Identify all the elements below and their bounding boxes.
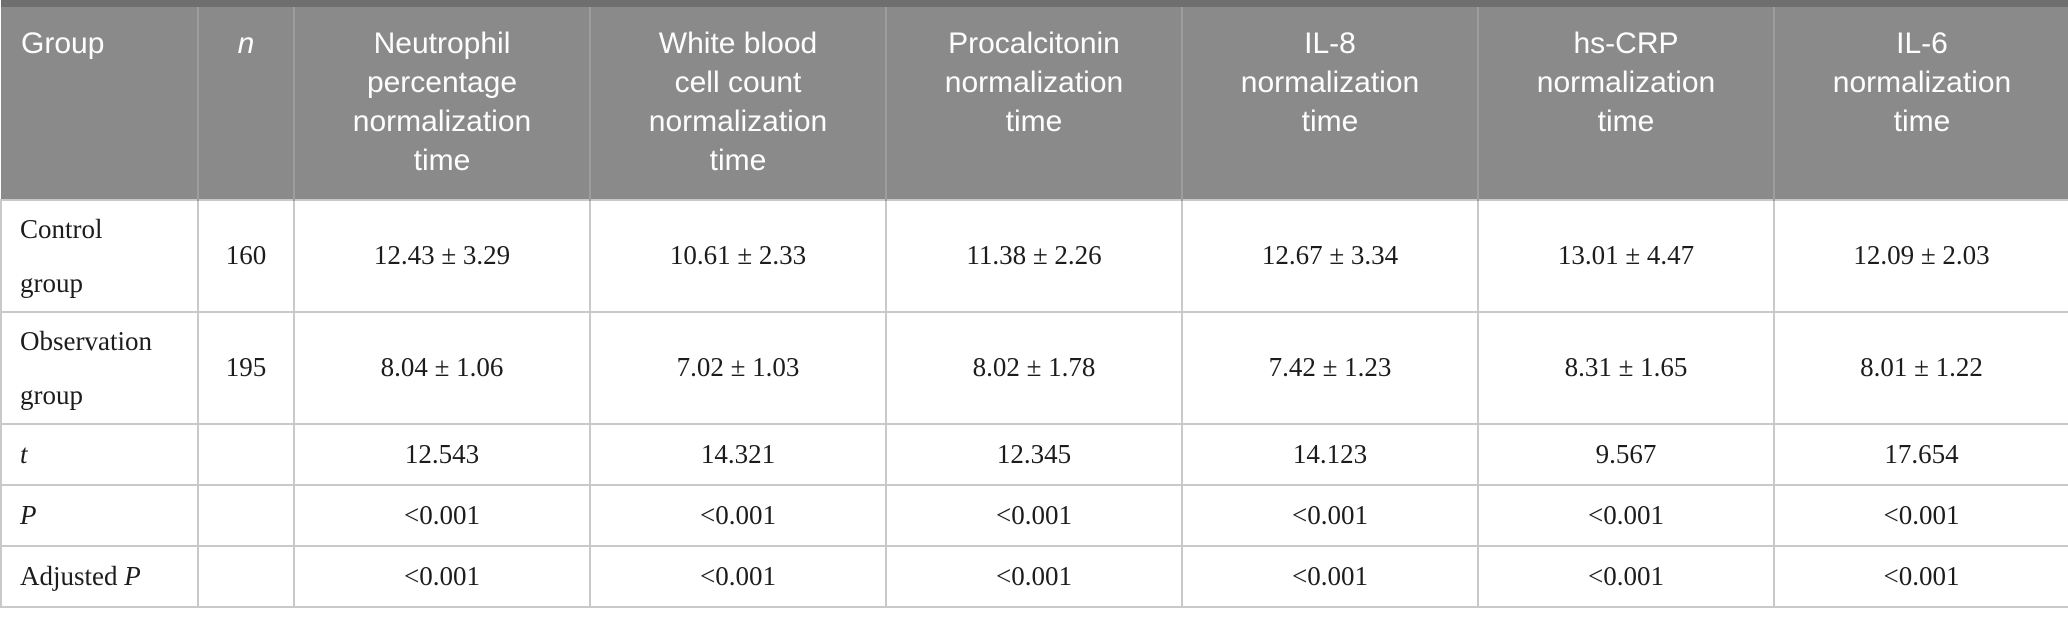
value-cell: 10.61 ± 2.33 [589, 198, 887, 313]
table-header: Group n Neutrophil percentage normalizat… [1, 0, 2068, 200]
value-cell: <0.001 [293, 544, 591, 608]
value-cell: 7.02 ± 1.03 [589, 310, 887, 425]
value-cell: 12.67 ± 3.34 [1181, 198, 1479, 313]
row-label-italic: P [124, 560, 141, 591]
column-header-hscrp-time: hs-CRP normalization time [1477, 0, 1774, 200]
row-label: t [20, 438, 28, 469]
value-cell: 14.123 [1181, 422, 1479, 486]
column-header-procalcitonin-time: Procalcitonin normalization time [885, 0, 1182, 200]
results-table: Group n Neutrophil percentage normalizat… [0, 0, 2068, 608]
row-label-cell: P [0, 483, 199, 547]
value-cell: 12.345 [885, 422, 1183, 486]
value-cell: 12.43 ± 3.29 [293, 198, 591, 313]
n-cell [197, 422, 295, 486]
column-header-n: n [197, 0, 294, 200]
n-cell [197, 483, 295, 547]
value-cell: <0.001 [589, 483, 887, 547]
row-label-cell: Observation group [0, 310, 199, 425]
value-cell: 9.567 [1477, 422, 1775, 486]
value-cell: 8.02 ± 1.78 [885, 310, 1183, 425]
value-cell: <0.001 [885, 483, 1183, 547]
value-cell: <0.001 [589, 544, 887, 608]
value-cell: <0.001 [1181, 544, 1479, 608]
value-cell: <0.001 [293, 483, 591, 547]
row-label: Control group [20, 213, 103, 298]
value-cell: 12.543 [293, 422, 591, 486]
row-label-cell: Control group [0, 198, 199, 313]
header-row: Group n Neutrophil percentage normalizat… [1, 0, 2068, 200]
row-observation-group: Observation group 195 8.04 ± 1.06 7.02 ±… [0, 310, 2068, 425]
row-label: Observation group [20, 325, 152, 410]
value-cell: <0.001 [1773, 483, 2068, 547]
row-label: P [20, 499, 37, 530]
value-cell: 7.42 ± 1.23 [1181, 310, 1479, 425]
value-cell: 8.31 ± 1.65 [1477, 310, 1775, 425]
value-cell: 12.09 ± 2.03 [1773, 198, 2068, 313]
value-cell: 13.01 ± 4.47 [1477, 198, 1775, 313]
row-control-group: Control group 160 12.43 ± 3.29 10.61 ± 2… [0, 198, 2068, 313]
column-header-group: Group [1, 0, 198, 200]
row-t-statistic: t 12.543 14.321 12.345 14.123 9.567 17.6… [0, 422, 2068, 486]
row-p-value: P <0.001 <0.001 <0.001 <0.001 <0.001 <0.… [0, 483, 2068, 547]
column-header-wbc-time: White blood cell count normalization tim… [589, 0, 886, 200]
value-cell: 14.321 [589, 422, 887, 486]
table-body: Control group 160 12.43 ± 3.29 10.61 ± 2… [0, 198, 2068, 608]
n-cell: 195 [197, 310, 295, 425]
value-cell: 17.654 [1773, 422, 2068, 486]
value-cell: 8.04 ± 1.06 [293, 310, 591, 425]
value-cell: <0.001 [1773, 544, 2068, 608]
value-cell: <0.001 [1477, 483, 1775, 547]
column-header-neutrophil-time: Neutrophil percentage normalization time [293, 0, 590, 200]
value-cell: <0.001 [1181, 483, 1479, 547]
row-label-cell: t [0, 422, 199, 486]
value-cell: <0.001 [1477, 544, 1775, 608]
n-cell [197, 544, 295, 608]
row-label-cell: Adjusted P [0, 544, 199, 608]
value-cell: <0.001 [885, 544, 1183, 608]
n-cell: 160 [197, 198, 295, 313]
row-adjusted-p-value: Adjusted P <0.001 <0.001 <0.001 <0.001 <… [0, 544, 2068, 608]
row-label-roman: Adjusted [20, 560, 125, 591]
value-cell: 8.01 ± 1.22 [1773, 310, 2068, 425]
column-header-il6-time: IL-6 normalization time [1773, 0, 2068, 200]
column-header-il8-time: IL-8 normalization time [1181, 0, 1478, 200]
value-cell: 11.38 ± 2.26 [885, 198, 1183, 313]
